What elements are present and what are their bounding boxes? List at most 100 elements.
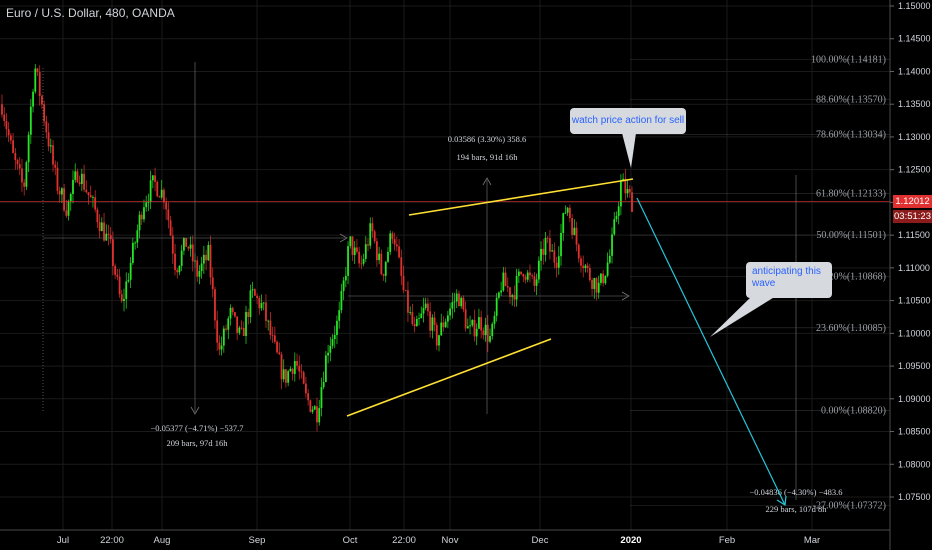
candle-body xyxy=(216,320,219,343)
candle-body xyxy=(154,175,156,182)
candle-body xyxy=(431,317,434,331)
candle-body xyxy=(515,275,518,300)
measure1-line2: 209 bars, 97d 16h xyxy=(167,438,229,448)
measure3-line2: 229 bars, 107d 8h xyxy=(766,504,828,514)
candle-body xyxy=(256,295,259,299)
candle-body xyxy=(555,262,558,268)
y-tick-label: 1.14000 xyxy=(898,66,931,76)
candle-body xyxy=(611,234,613,256)
fib-level-label: 38.20%(1.10868) xyxy=(816,272,886,283)
measure1-hhead xyxy=(339,233,348,243)
fib-level-label: 50.00%(1.11501) xyxy=(816,230,886,241)
candle-body xyxy=(358,251,361,264)
y-tick-label: 1.12500 xyxy=(898,165,931,175)
candle-body xyxy=(278,352,281,355)
candle-body xyxy=(231,307,234,313)
candle-body xyxy=(273,335,276,342)
candle-body xyxy=(571,218,574,235)
candle-body xyxy=(29,106,32,135)
candle-body xyxy=(557,256,560,268)
candle-body xyxy=(105,233,108,241)
candle-body xyxy=(54,164,57,168)
candle-body xyxy=(364,244,367,259)
candle-body xyxy=(65,210,68,216)
candle-body xyxy=(553,250,556,263)
candle-body xyxy=(331,338,334,346)
candle-body xyxy=(420,313,423,319)
candle-body xyxy=(484,324,487,336)
candle-body xyxy=(280,354,283,380)
projected-wave-line[interactable] xyxy=(636,197,786,506)
x-tick-label: Oct xyxy=(343,535,358,546)
candle-body xyxy=(535,279,538,286)
candle-body xyxy=(163,189,165,203)
candle-body xyxy=(85,189,88,193)
x-tick-label: Feb xyxy=(719,535,735,546)
candle-body xyxy=(269,320,272,336)
candle-body xyxy=(409,312,412,313)
y-tick-label: 1.08500 xyxy=(898,427,931,437)
candle-body xyxy=(427,303,429,312)
candle-body xyxy=(413,324,416,327)
candle-body xyxy=(608,255,611,263)
candle-body xyxy=(98,222,101,232)
fib-level-label: 0.00%(1.08820) xyxy=(821,406,886,417)
y-tick-label: 1.13500 xyxy=(898,99,931,109)
candle-body xyxy=(384,261,387,276)
candle-body xyxy=(298,365,301,372)
candle-body xyxy=(282,369,285,380)
wedge-upper-trendline[interactable] xyxy=(408,178,634,216)
annotation-watch-sell[interactable]: watch price action for sell xyxy=(570,108,686,134)
candle-body xyxy=(593,278,596,289)
candle-body xyxy=(7,129,10,136)
countdown-badge: 03:51:23 xyxy=(893,210,932,223)
candle-body xyxy=(506,286,509,288)
candle-body xyxy=(247,312,250,318)
candle-body xyxy=(453,301,456,303)
wedge-lower-trendline[interactable] xyxy=(346,338,552,417)
candle-body xyxy=(36,68,39,73)
candle-body xyxy=(191,244,194,262)
candle-body xyxy=(209,244,212,278)
candle-body xyxy=(429,311,432,331)
candle-body xyxy=(338,310,341,321)
candle-body xyxy=(202,254,205,264)
candle-body xyxy=(116,274,119,277)
candle-body xyxy=(94,197,97,210)
candle-body xyxy=(362,258,365,264)
candle-body xyxy=(200,263,203,272)
candle-body xyxy=(382,274,385,276)
projected-wave-arrowhead xyxy=(776,495,787,507)
candle-body xyxy=(100,222,103,232)
candle-body xyxy=(395,244,398,247)
candle-body xyxy=(498,292,500,298)
x-tick-label: 22:00 xyxy=(392,535,416,546)
candle-body xyxy=(380,253,383,275)
candle-body xyxy=(245,312,247,336)
candle-body xyxy=(520,271,522,275)
candle-body xyxy=(72,179,74,194)
x-tick-label: Nov xyxy=(442,535,459,546)
candle-body xyxy=(220,345,223,350)
candle-body xyxy=(482,330,485,336)
candle-body xyxy=(92,197,94,199)
candle-body xyxy=(324,355,327,383)
annotation-anticipating-wave[interactable]: anticipating this wave xyxy=(746,262,832,298)
candle-body xyxy=(478,317,480,329)
candle-body xyxy=(446,315,449,322)
candle-body xyxy=(433,317,436,325)
x-tick-label: 22:00 xyxy=(100,535,124,546)
measure1-arrowhead xyxy=(190,406,200,415)
candle-body xyxy=(178,265,181,273)
candle-body xyxy=(602,273,605,284)
candle-body xyxy=(109,235,112,240)
candle-body xyxy=(597,282,600,293)
candle-body xyxy=(595,278,598,293)
candle-body xyxy=(289,368,292,372)
candle-body xyxy=(351,236,354,256)
measure1-line1: −0.05377 (−4.71%) −537.7 xyxy=(151,423,244,433)
candle-body xyxy=(329,345,332,353)
y-tick-label: 1.09000 xyxy=(898,394,931,404)
candle-body xyxy=(469,325,471,327)
